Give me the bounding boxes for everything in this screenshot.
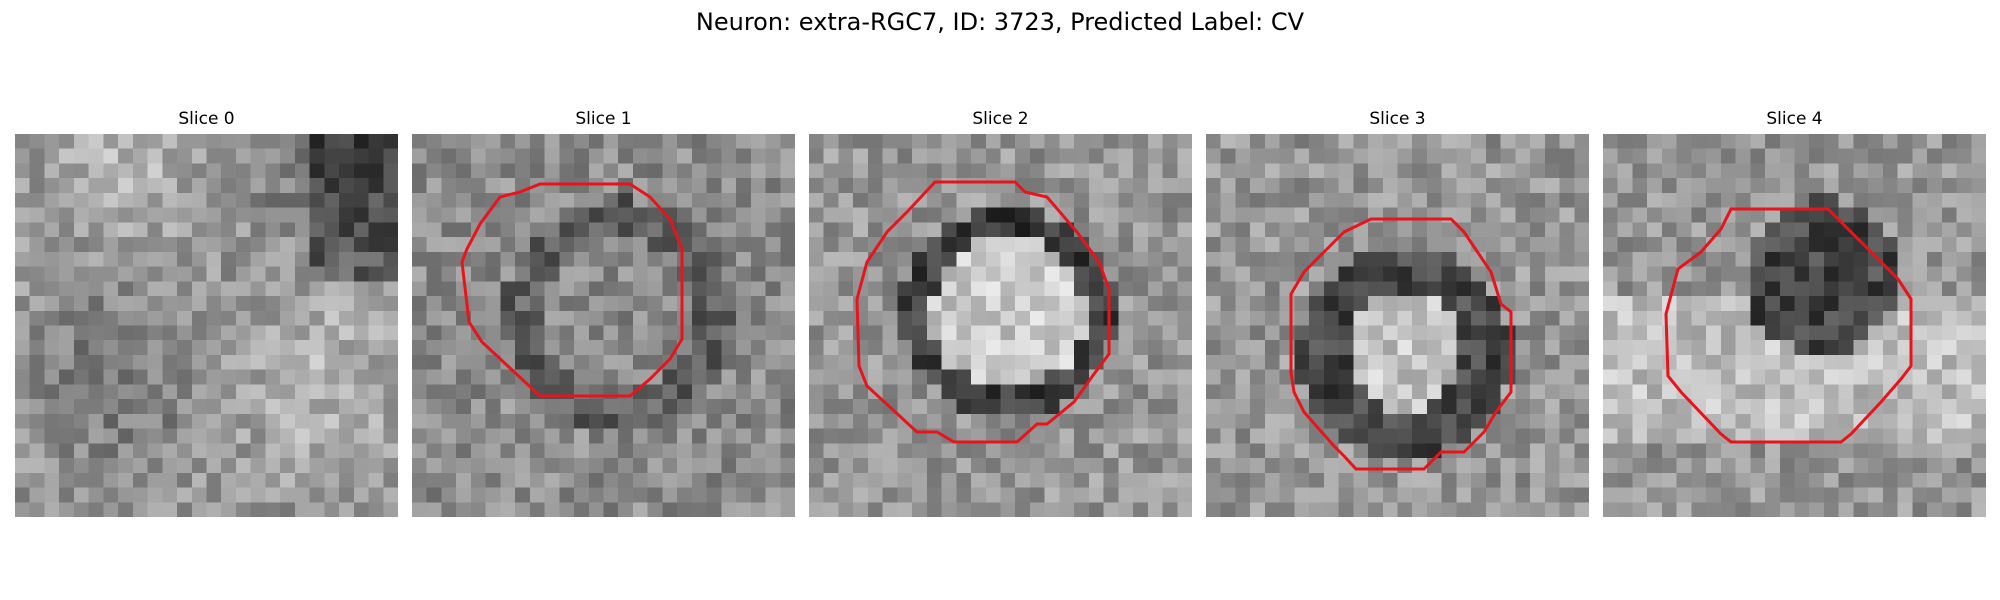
slice-title: Slice 3: [1369, 109, 1426, 129]
figure-title: Neuron: extra-RGC7, ID: 3723, Predicted …: [695, 8, 1305, 36]
roi-contour: [1289, 217, 1513, 471]
slice-panel-1: Slice 1: [412, 108, 795, 517]
slice-image: [1603, 134, 1986, 517]
roi-contour: [1664, 207, 1913, 444]
slice-image: [809, 134, 1192, 517]
slice-image: [1206, 134, 1589, 517]
slice-panel-0: Slice 0: [15, 108, 398, 517]
slice-title: Slice 0: [178, 109, 235, 129]
slice-title: Slice 2: [972, 109, 1029, 129]
slice-panel-3: Slice 3: [1206, 108, 1589, 517]
slice-panel-2: Slice 2: [809, 108, 1192, 517]
slice-title: Slice 1: [575, 109, 632, 129]
roi-contour: [855, 180, 1111, 444]
roi-contour: [460, 182, 684, 398]
slice-panel-4: Slice 4: [1603, 108, 1986, 517]
slice-image: [15, 134, 398, 517]
slice-title: Slice 4: [1766, 109, 1823, 129]
slice-image: [412, 134, 795, 517]
